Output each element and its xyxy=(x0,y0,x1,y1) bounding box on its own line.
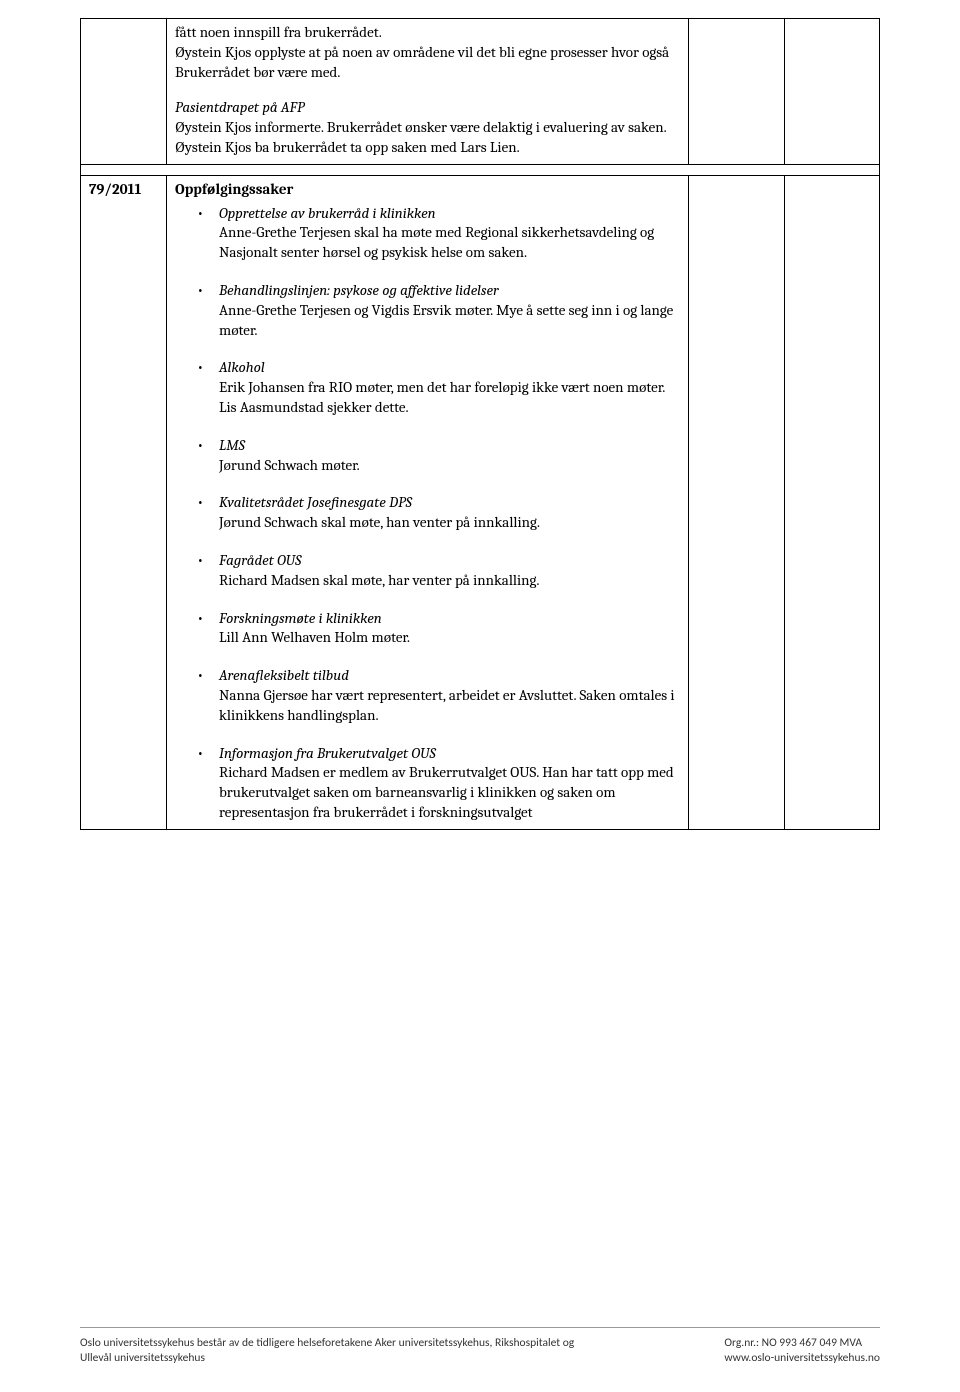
paragraph: fått noen innspill fra brukerrådet. xyxy=(175,23,680,43)
list-item: Informasjon fra Brukerutvalget OUS Richa… xyxy=(175,744,680,823)
table-row: fått noen innspill fra brukerrådet. Øyst… xyxy=(81,19,880,165)
item-heading: LMS xyxy=(219,436,245,454)
item-text: Jørund Schwach møter. xyxy=(219,456,360,474)
empty-cell xyxy=(785,19,880,165)
paragraph: Øystein Kjos informerte. Brukerrådet øns… xyxy=(175,118,680,158)
item-text: Erik Johansen fra RIO møter, men det har… xyxy=(219,378,665,416)
footer-left: Oslo universitetssykehus består av de ti… xyxy=(80,1336,600,1366)
empty-cell xyxy=(689,175,785,829)
list-item: Arenafleksibelt tilbud Nanna Gjersøe har… xyxy=(175,666,680,725)
row-body-cell: Oppfølgingssaker Opprettelse av brukerrå… xyxy=(167,175,689,829)
list-item: Forskningsmøte i klinikken Lill Ann Welh… xyxy=(175,609,680,649)
item-heading: Arenafleksibelt tilbud xyxy=(219,666,349,684)
paragraph: Øystein Kjos opplyste at på noen av områ… xyxy=(175,43,680,83)
item-heading: Opprettelse av brukerråd i klinikken xyxy=(219,204,436,222)
footer-orgnr: Org.nr.: NO 993 467 049 MVA xyxy=(724,1336,880,1351)
item-text: Nanna Gjersøe har vært representert, arb… xyxy=(219,686,675,724)
item-text: Anne-Grethe Terjesen skal ha møte med Re… xyxy=(219,223,654,261)
item-heading: Informasjon fra Brukerutvalget OUS xyxy=(219,744,436,762)
item-text: Anne-Grethe Terjesen og Vigdis Ersvik mø… xyxy=(219,301,673,339)
item-text: Lill Ann Welhaven Holm møter. xyxy=(219,628,410,646)
page-footer: Oslo universitetssykehus består av de ti… xyxy=(80,1327,880,1366)
subheading: Pasientdrapet på AFP xyxy=(175,98,680,118)
list-item: LMS Jørund Schwach møter. xyxy=(175,436,680,476)
empty-cell xyxy=(785,175,880,829)
footer-right: Org.nr.: NO 993 467 049 MVA www.oslo-uni… xyxy=(724,1336,880,1366)
row-id-cell xyxy=(81,19,167,165)
item-text: Richard Madsen er medlem av Brukerrutval… xyxy=(219,763,674,821)
item-heading: Kvalitetsrådet Josefinesgate DPS xyxy=(219,493,412,511)
spacer-row xyxy=(81,164,880,175)
row-id-cell: 79/2011 xyxy=(81,175,167,829)
table-row: 79/2011 Oppfølgingssaker Opprettelse av … xyxy=(81,175,880,829)
document-table: fått noen innspill fra brukerrådet. Øyst… xyxy=(80,18,880,830)
item-heading: Fagrådet OUS xyxy=(219,551,301,569)
list-item: Fagrådet OUS Richard Madsen skal møte, h… xyxy=(175,551,680,591)
item-heading: Forskningsmøte i klinikken xyxy=(219,609,382,627)
list-item: Kvalitetsrådet Josefinesgate DPS Jørund … xyxy=(175,493,680,533)
item-heading: Behandlingslinjen: psykose og affektive … xyxy=(219,281,499,299)
footer-url: www.oslo-universitetssykehus.no xyxy=(724,1351,880,1366)
section-title: Oppfølgingssaker xyxy=(175,180,680,200)
item-heading: Alkohol xyxy=(219,358,265,376)
list-item: Opprettelse av brukerråd i klinikken Ann… xyxy=(175,204,680,263)
list-item: Alkohol Erik Johansen fra RIO møter, men… xyxy=(175,358,680,417)
item-text: Richard Madsen skal møte, har venter på … xyxy=(219,571,540,589)
bullet-list: Opprettelse av brukerråd i klinikken Ann… xyxy=(175,204,680,823)
item-text: Jørund Schwach skal møte, han venter på … xyxy=(219,513,540,531)
empty-cell xyxy=(689,19,785,165)
row-body-cell: fått noen innspill fra brukerrådet. Øyst… xyxy=(167,19,689,165)
list-item: Behandlingslinjen: psykose og affektive … xyxy=(175,281,680,340)
